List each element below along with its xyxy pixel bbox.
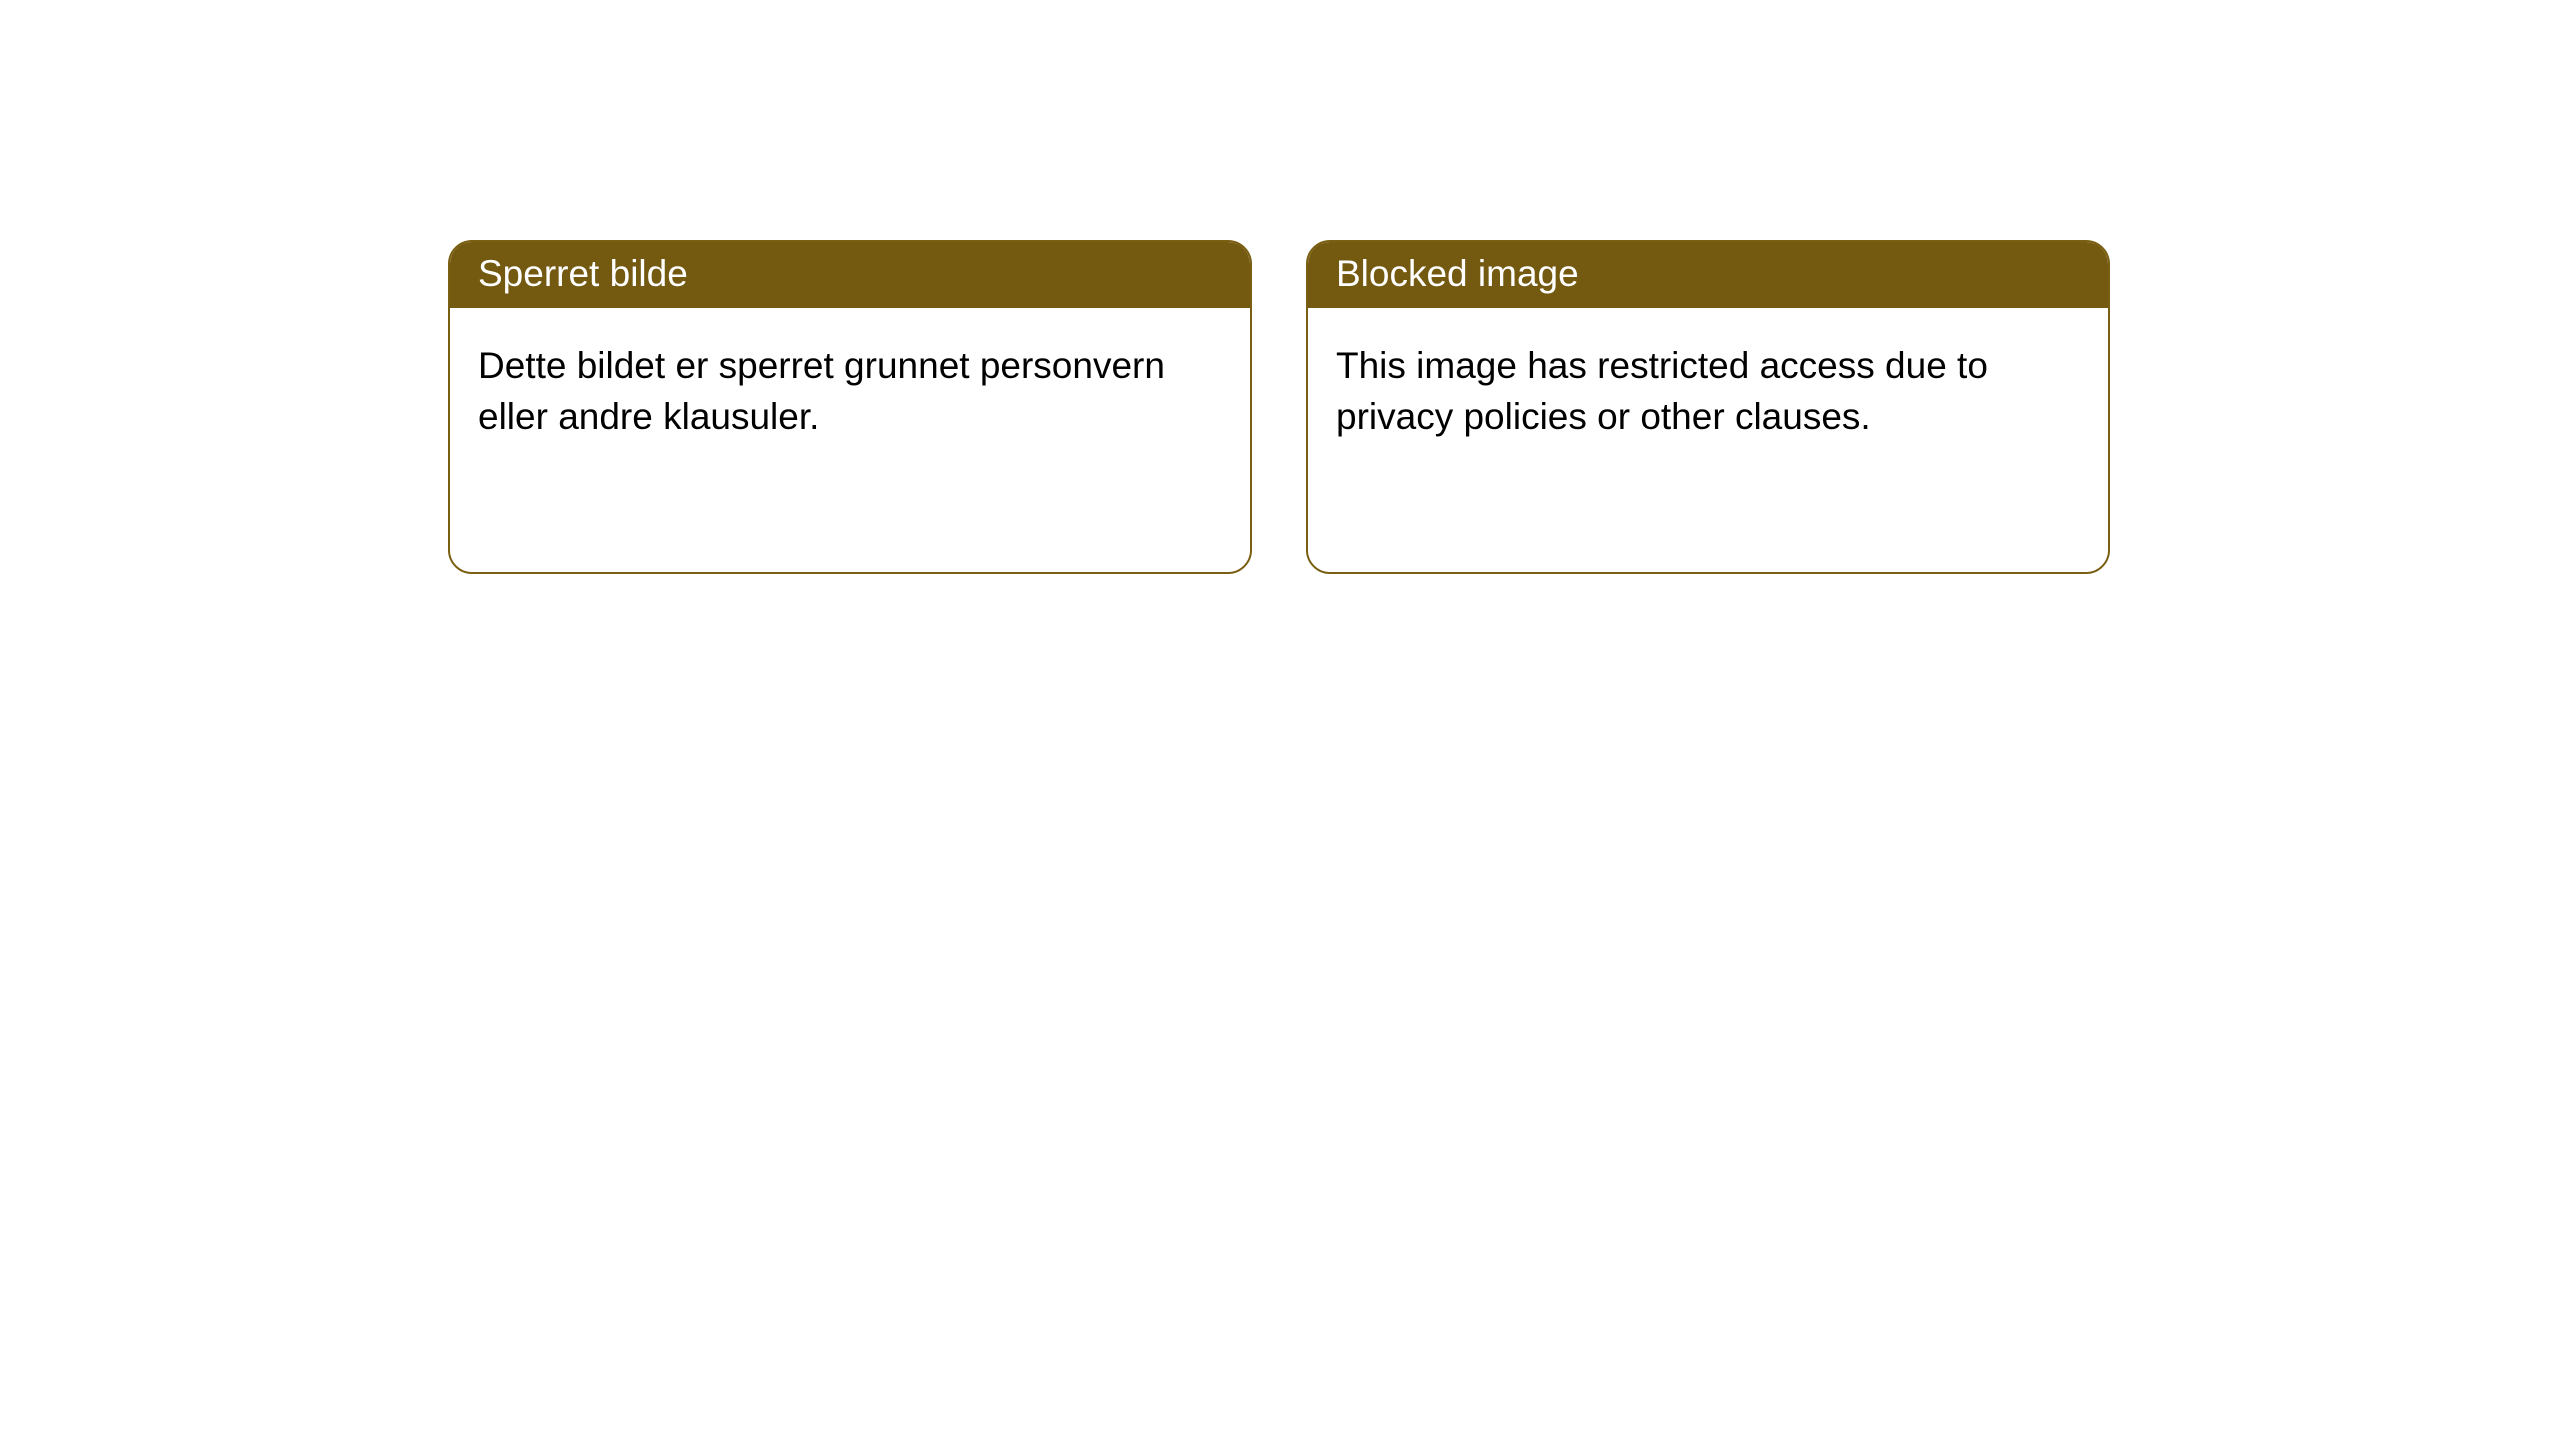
notice-title: Sperret bilde — [450, 242, 1250, 308]
notice-card-norwegian: Sperret bilde Dette bildet er sperret gr… — [448, 240, 1252, 574]
notice-card-english: Blocked image This image has restricted … — [1306, 240, 2110, 574]
notice-container: Sperret bilde Dette bildet er sperret gr… — [0, 0, 2560, 574]
notice-title: Blocked image — [1308, 242, 2108, 308]
notice-body: Dette bildet er sperret grunnet personve… — [450, 308, 1250, 572]
notice-body: This image has restricted access due to … — [1308, 308, 2108, 572]
